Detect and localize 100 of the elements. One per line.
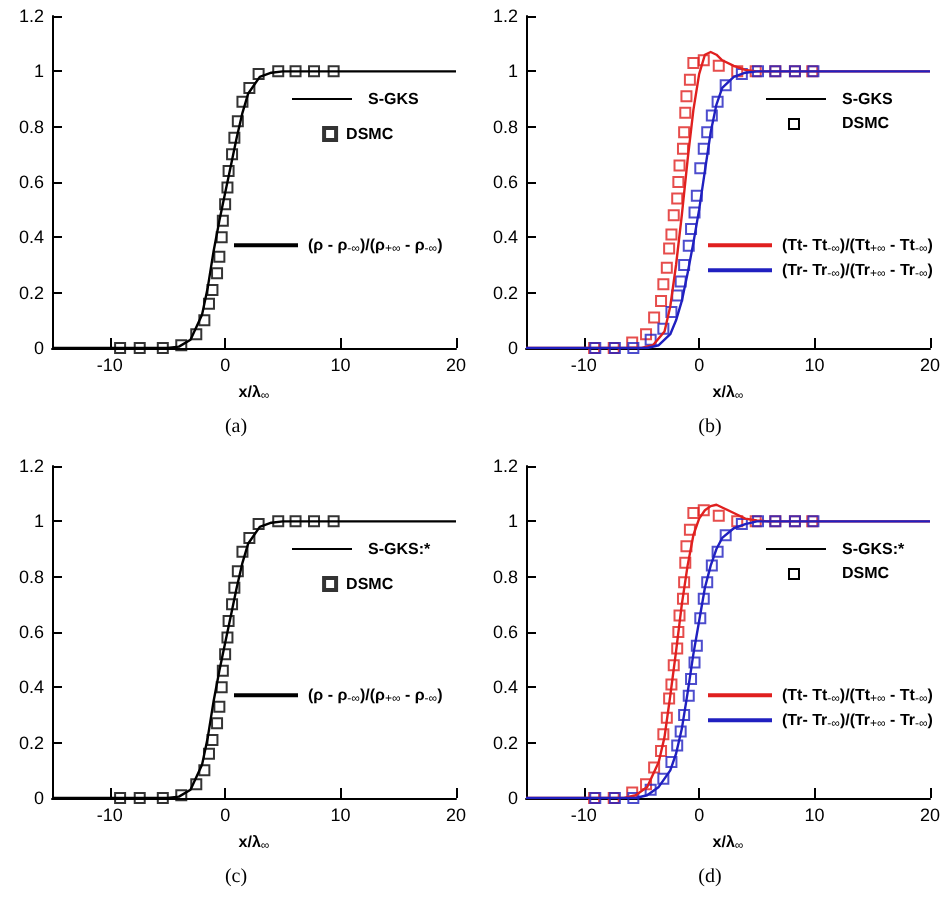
point [222, 614, 235, 627]
y-tick-label: 0.6 [18, 172, 44, 192]
x-tick-label: 20 [445, 805, 466, 825]
point [175, 789, 188, 802]
y-tick-label: 0.6 [18, 622, 44, 642]
point [657, 322, 670, 335]
point [206, 283, 219, 296]
y-tick-label: 1.2 [18, 6, 44, 26]
point [671, 289, 684, 302]
point [627, 342, 640, 354]
y-tick-label: 0.8 [492, 566, 518, 587]
point [712, 59, 725, 72]
x-tick-label: 20 [445, 355, 466, 375]
point [226, 148, 239, 161]
point [216, 664, 229, 677]
point [216, 214, 229, 227]
point [226, 598, 239, 611]
annotation: DSMC [842, 564, 890, 583]
point [667, 659, 680, 672]
point [213, 250, 226, 263]
point [243, 81, 256, 94]
point [221, 181, 234, 194]
point [671, 192, 684, 205]
point [719, 529, 732, 542]
point [211, 267, 224, 280]
x-tick-label: 0 [220, 805, 231, 825]
point [190, 328, 203, 341]
x-tick-label: 10 [804, 805, 825, 825]
point [221, 631, 234, 644]
annotation: DSMC [842, 114, 890, 133]
x-tick-label: -10 [96, 355, 123, 375]
point [719, 79, 732, 92]
point [655, 744, 668, 757]
point [683, 73, 696, 86]
point [228, 581, 241, 594]
point [236, 545, 249, 558]
point [114, 342, 127, 354]
y-tick-label: 0.2 [492, 732, 518, 753]
point [678, 126, 691, 139]
point [665, 756, 678, 769]
legend-label: DSMC [346, 574, 394, 593]
point [690, 189, 703, 202]
point [308, 65, 321, 78]
point [660, 261, 673, 274]
y-tick-label: 0.4 [18, 227, 44, 248]
y-tick-label: 0.8 [18, 116, 44, 137]
x-tick-label: -10 [96, 805, 123, 825]
point [215, 231, 228, 244]
point [156, 792, 169, 804]
point [627, 792, 640, 804]
point [228, 131, 241, 144]
point [640, 778, 653, 791]
y-tick-label: 1 [507, 61, 518, 82]
x-tick-label: 20 [919, 805, 940, 825]
point [673, 159, 686, 172]
y-tick-label: 0.6 [492, 622, 518, 642]
point [694, 612, 707, 625]
point [665, 228, 678, 241]
y-tick-label: 1 [33, 61, 44, 82]
point [308, 515, 321, 528]
point [655, 294, 668, 307]
point [252, 68, 265, 81]
x-tick-label: 10 [330, 355, 351, 375]
point [644, 783, 657, 796]
point [211, 717, 224, 730]
text: (a) [222, 416, 250, 438]
point [640, 328, 653, 341]
point [660, 711, 673, 724]
point [678, 259, 691, 271]
point [688, 206, 701, 219]
point [657, 278, 670, 291]
y-tick-label: 0.8 [492, 116, 518, 137]
point [680, 90, 693, 103]
point [215, 681, 228, 694]
point [697, 504, 710, 517]
point [222, 164, 235, 177]
text: (c) [222, 866, 250, 888]
point [327, 515, 340, 528]
point [682, 689, 695, 702]
point [327, 65, 340, 78]
point [671, 642, 684, 655]
point [712, 509, 725, 522]
point [231, 115, 244, 128]
point [175, 339, 188, 352]
point [711, 95, 724, 108]
point [680, 540, 693, 553]
point [685, 223, 698, 236]
annotation: S-GKS [842, 90, 893, 108]
point [657, 772, 670, 785]
y-tick-label: 1.2 [492, 456, 518, 476]
point [243, 531, 256, 544]
point [697, 54, 710, 67]
point [697, 592, 710, 605]
x-tick-label: 0 [694, 805, 705, 825]
point [671, 739, 684, 752]
point [252, 518, 265, 531]
point [673, 609, 686, 622]
point [213, 700, 226, 713]
point [219, 648, 232, 661]
point [236, 95, 249, 108]
